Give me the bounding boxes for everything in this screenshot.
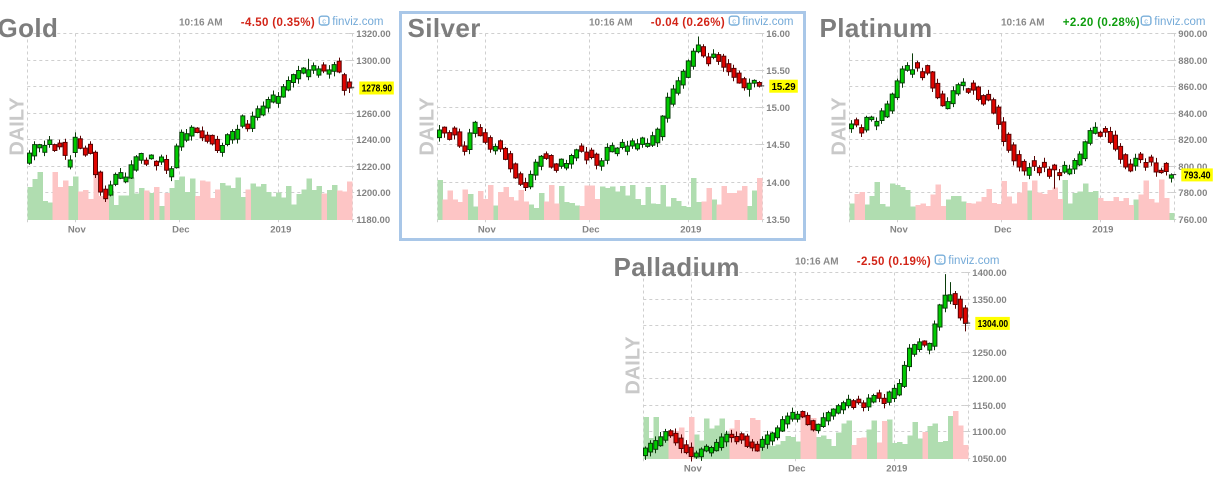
svg-text:800.00: 800.00 (1178, 162, 1207, 173)
svg-text:16.00: 16.00 (766, 29, 790, 40)
svg-text:1260.00: 1260.00 (356, 109, 390, 120)
svg-text:-4.50 (0.35%): -4.50 (0.35%) (241, 17, 315, 29)
svg-text:Nov: Nov (68, 225, 87, 236)
svg-text:Silver: Silver (408, 13, 481, 43)
svg-text:1320.00: 1320.00 (356, 29, 390, 40)
svg-text:1220.00: 1220.00 (356, 162, 390, 173)
svg-text:c: c (1144, 16, 1148, 25)
svg-text:10:16 AM: 10:16 AM (795, 257, 839, 268)
svg-text:1180.00: 1180.00 (356, 215, 390, 226)
svg-text:1278.90: 1278.90 (362, 84, 393, 95)
svg-text:1100.00: 1100.00 (972, 427, 1006, 438)
svg-text:1250.00: 1250.00 (972, 348, 1006, 359)
svg-text:Nov: Nov (684, 464, 703, 475)
svg-text:c: c (732, 16, 736, 25)
svg-text:Dec: Dec (172, 225, 189, 236)
svg-text:10:16 AM: 10:16 AM (589, 18, 633, 29)
svg-text:Dec: Dec (582, 225, 599, 236)
svg-text:15.50: 15.50 (766, 66, 790, 77)
svg-text:2019: 2019 (1092, 225, 1113, 236)
svg-text:14.50: 14.50 (766, 140, 790, 151)
svg-text:10:16 AM: 10:16 AM (1001, 18, 1045, 29)
svg-text:1050.00: 1050.00 (972, 454, 1006, 465)
svg-text:780.00: 780.00 (1178, 188, 1207, 199)
svg-text:2019: 2019 (886, 464, 907, 475)
svg-text:2019: 2019 (270, 225, 291, 236)
svg-text:2019: 2019 (680, 225, 701, 236)
svg-text:-2.50 (0.19%): -2.50 (0.19%) (857, 256, 931, 268)
svg-text:1300.00: 1300.00 (356, 56, 390, 67)
svg-text:finviz.com: finviz.com (742, 16, 793, 28)
svg-text:820.00: 820.00 (1178, 135, 1207, 146)
svg-text:840.00: 840.00 (1178, 109, 1207, 120)
svg-text:DAILY: DAILY (828, 97, 850, 156)
svg-text:DAILY: DAILY (623, 336, 645, 395)
svg-text:1150.00: 1150.00 (972, 401, 1006, 412)
svg-text:finviz.com: finviz.com (332, 16, 383, 28)
svg-text:-0.04 (0.26%): -0.04 (0.26%) (651, 17, 725, 29)
svg-text:15.29: 15.29 (772, 82, 796, 93)
svg-text:c: c (938, 255, 942, 264)
svg-text:Nov: Nov (478, 225, 497, 236)
svg-text:14.00: 14.00 (766, 178, 790, 189)
svg-text:793.40: 793.40 (1183, 171, 1210, 182)
svg-text:10:16 AM: 10:16 AM (179, 18, 223, 29)
svg-text:1350.00: 1350.00 (972, 295, 1006, 306)
svg-text:1200.00: 1200.00 (972, 374, 1006, 385)
svg-text:Nov: Nov (889, 225, 908, 236)
svg-text:Dec: Dec (788, 464, 805, 475)
svg-text:900.00: 900.00 (1178, 29, 1207, 40)
svg-text:DAILY: DAILY (417, 97, 439, 156)
svg-text:1400.00: 1400.00 (972, 268, 1006, 279)
svg-text:finviz.com: finviz.com (948, 255, 999, 267)
svg-text:Platinum: Platinum (819, 13, 932, 43)
svg-text:finviz.com: finviz.com (1154, 16, 1205, 28)
svg-text:Palladium: Palladium (614, 252, 740, 282)
svg-text:1240.00: 1240.00 (356, 135, 390, 146)
svg-text:860.00: 860.00 (1178, 82, 1207, 93)
svg-text:Gold: Gold (0, 13, 58, 43)
svg-text:DAILY: DAILY (7, 97, 29, 156)
svg-text:15.00: 15.00 (766, 103, 790, 114)
svg-text:880.00: 880.00 (1178, 56, 1207, 67)
svg-text:Dec: Dec (994, 225, 1011, 236)
svg-text:760.00: 760.00 (1178, 215, 1207, 226)
svg-text:+2.20 (0.28%): +2.20 (0.28%) (1062, 17, 1139, 29)
svg-text:c: c (322, 16, 326, 25)
svg-text:13.50: 13.50 (766, 215, 790, 226)
svg-text:1200.00: 1200.00 (356, 188, 390, 199)
svg-text:1304.00: 1304.00 (978, 319, 1009, 330)
